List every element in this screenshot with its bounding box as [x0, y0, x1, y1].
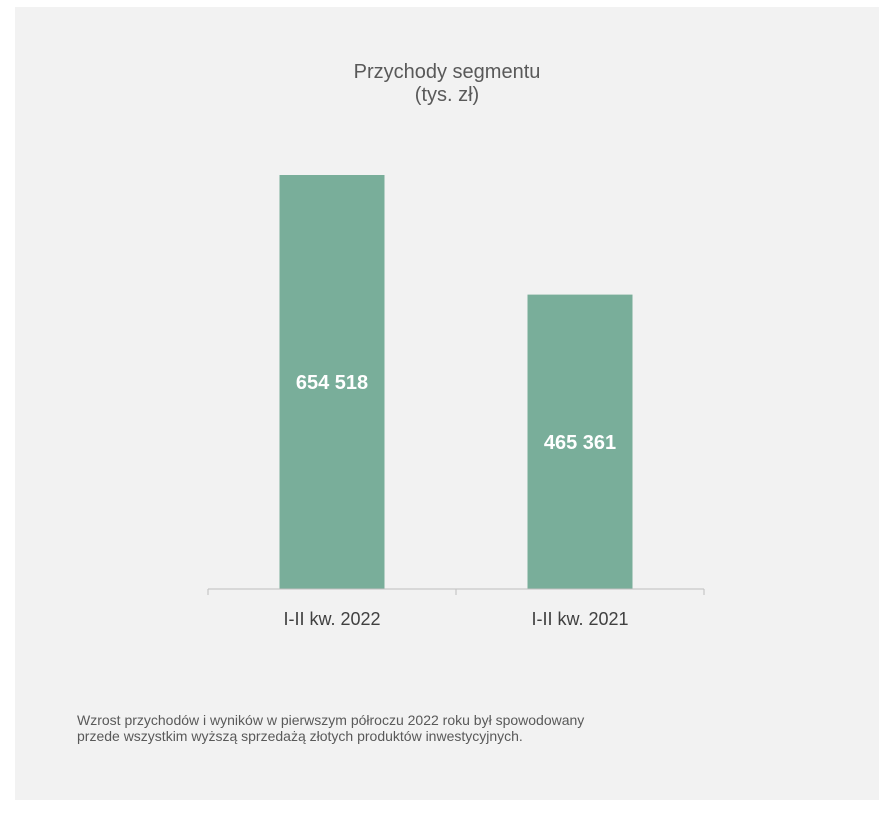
- commentary-text: Wzrost przychodów i wyników w pierwszym …: [77, 712, 811, 744]
- bars-layer: [279, 175, 633, 589]
- chart-subtitle: (tys. zł): [414, 84, 480, 106]
- bar-value-label-1: 654 518: [296, 372, 368, 394]
- category-label-2: I-II kw. 2021: [531, 609, 628, 629]
- bar-value-label-2: 465 361: [544, 432, 616, 454]
- bar-1: [279, 175, 385, 589]
- commentary-line-2: przede wszystkim wyższą sprzedażą złotyc…: [77, 728, 523, 744]
- x-axis: [207, 588, 705, 595]
- category-label-1: I-II kw. 2022: [283, 609, 380, 629]
- labels-layer: 654 518 I-II kw. 2022 465 361 I-II kw. 2021: [283, 372, 628, 629]
- chart-panel: [15, 7, 879, 800]
- chart-title: Przychody segmentu: [353, 61, 541, 83]
- bar-2: [527, 294, 633, 589]
- commentary-line-1: Wzrost przychodów i wyników w pierwszym …: [77, 712, 585, 728]
